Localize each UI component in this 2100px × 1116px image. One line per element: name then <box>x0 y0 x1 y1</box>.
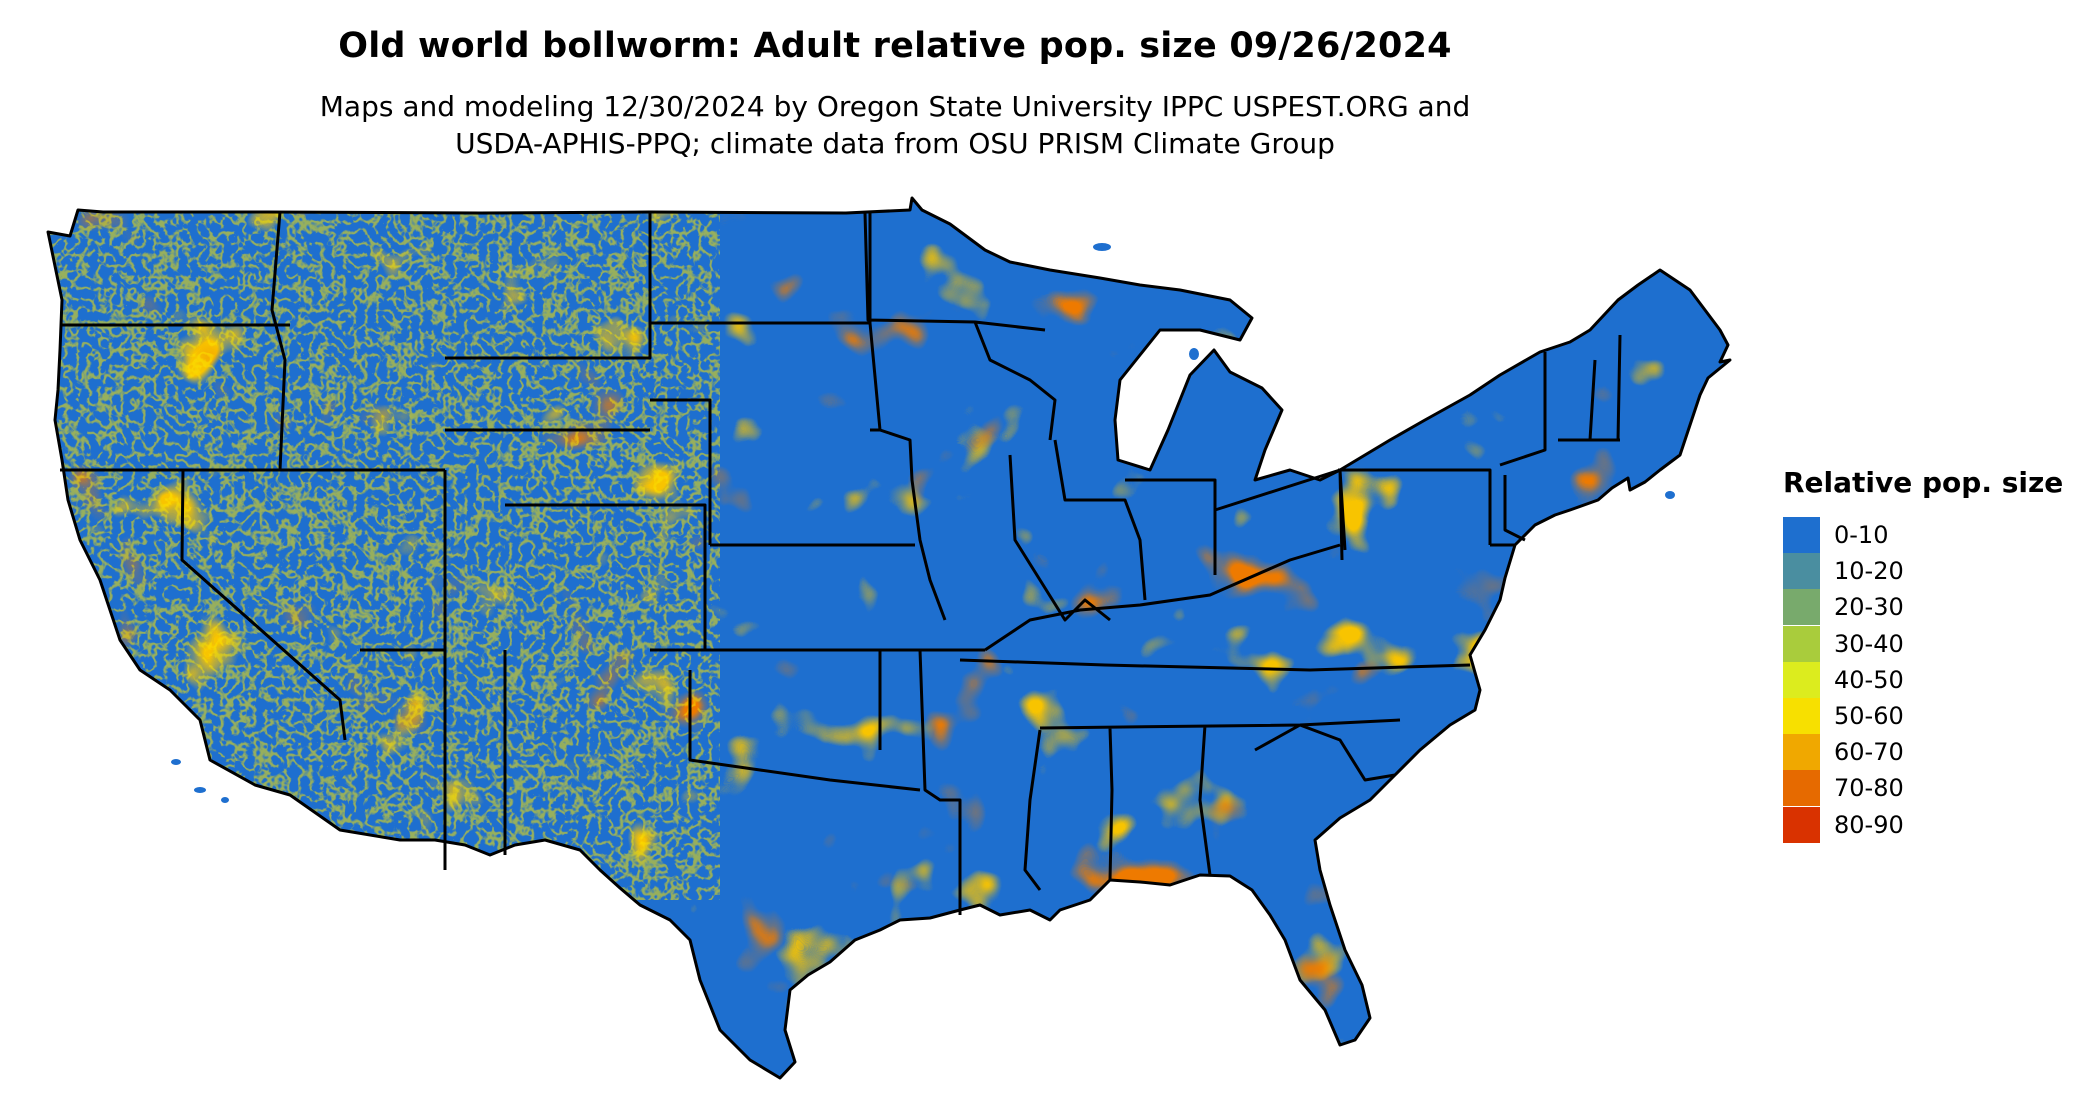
legend-item: 50-60 <box>1783 698 2063 735</box>
legend-label: 10-20 <box>1834 557 1904 586</box>
state-borders <box>60 211 1622 915</box>
legend-item: 70-80 <box>1783 770 2063 807</box>
legend-item: 20-30 <box>1783 589 2063 626</box>
legend-item: 60-70 <box>1783 734 2063 771</box>
legend-label: 60-70 <box>1834 738 1904 767</box>
legend-swatch <box>1783 770 1820 807</box>
legend-label: 30-40 <box>1834 629 1904 658</box>
legend-swatch <box>1783 661 1820 698</box>
legend-label: 40-50 <box>1834 665 1904 694</box>
legend-swatch <box>1783 589 1820 626</box>
legend-item: 10-20 <box>1783 553 2063 590</box>
legend-label: 80-90 <box>1834 810 1904 839</box>
legend-items: 0-10 10-20 20-30 30-40 40-50 50-60 60-70 70-80 8… <box>1783 517 2063 843</box>
legend-item: 0-10 <box>1783 517 2063 554</box>
map-subtitle: Maps and modeling 12/30/2024 by Oregon S… <box>0 88 1790 162</box>
legend-swatch <box>1783 517 1820 554</box>
legend-swatch <box>1783 806 1820 843</box>
legend-swatch <box>1783 625 1820 662</box>
legend-item: 80-90 <box>1783 806 2063 843</box>
legend-label: 20-30 <box>1834 593 1904 622</box>
map-title: Old world bollworm: Adult relative pop. … <box>338 26 1452 66</box>
legend: Relative pop. size 0-10 10-20 20-30 30-40 40… <box>1783 466 2063 843</box>
legend-swatch <box>1783 553 1820 590</box>
legend-title: Relative pop. size <box>1783 466 2064 499</box>
legend-item: 30-40 <box>1783 625 2063 662</box>
coastal-islands <box>171 243 1675 803</box>
legend-swatch <box>1783 734 1820 771</box>
subtitle-line-1: Maps and modeling 12/30/2024 by Oregon S… <box>319 90 1471 123</box>
legend-item: 40-50 <box>1783 661 2063 698</box>
subtitle-line-2: USDA-APHIS-PPQ; climate data from OSU PR… <box>455 127 1335 160</box>
legend-label: 70-80 <box>1834 774 1904 803</box>
legend-label: 0-10 <box>1834 521 1889 550</box>
legend-label: 50-60 <box>1834 702 1904 731</box>
legend-swatch <box>1783 698 1820 735</box>
